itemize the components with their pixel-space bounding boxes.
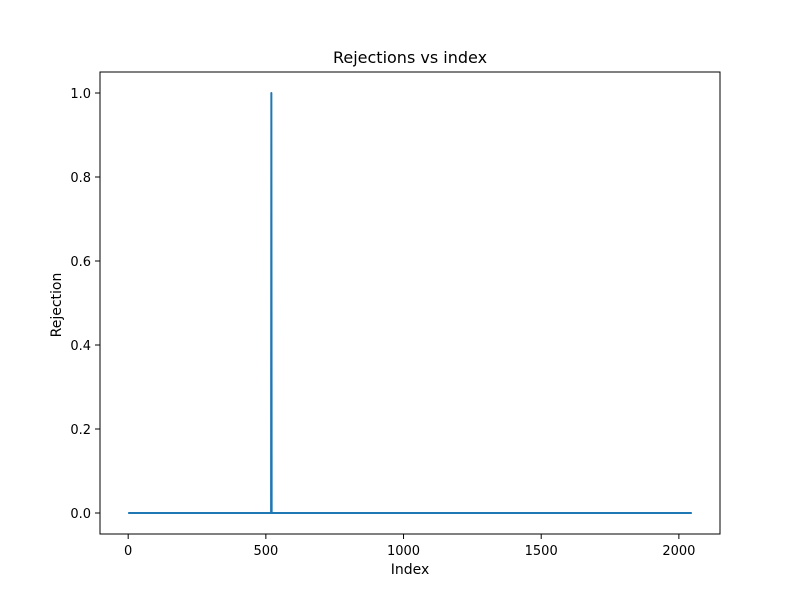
plot-area bbox=[99, 71, 721, 535]
x-tick-label: 0 bbox=[124, 544, 132, 559]
x-tick-label: 1500 bbox=[525, 544, 558, 559]
axes-frame bbox=[99, 71, 721, 535]
series-line bbox=[128, 92, 692, 514]
y-tick-label: 0.0 bbox=[70, 507, 91, 522]
x-axis-ticks: 0 500 1000 1500 2000 bbox=[124, 534, 695, 559]
y-tick-label: 0.4 bbox=[70, 339, 91, 354]
y-tick-label: 0.8 bbox=[70, 171, 91, 186]
y-axis-label: Rejection bbox=[49, 273, 65, 338]
y-tick-label: 1.0 bbox=[70, 87, 91, 102]
x-tick-label: 500 bbox=[253, 544, 278, 559]
x-tick-label: 2000 bbox=[662, 544, 695, 559]
x-tick-label: 1000 bbox=[387, 544, 420, 559]
y-tick-label: 0.2 bbox=[70, 423, 91, 438]
x-axis-label: Index bbox=[391, 562, 430, 578]
chart-title: Rejections vs index bbox=[333, 48, 487, 67]
y-axis-ticks: 0.0 0.2 0.4 0.6 0.8 1.0 bbox=[70, 87, 100, 522]
y-tick-label: 0.6 bbox=[70, 255, 91, 270]
